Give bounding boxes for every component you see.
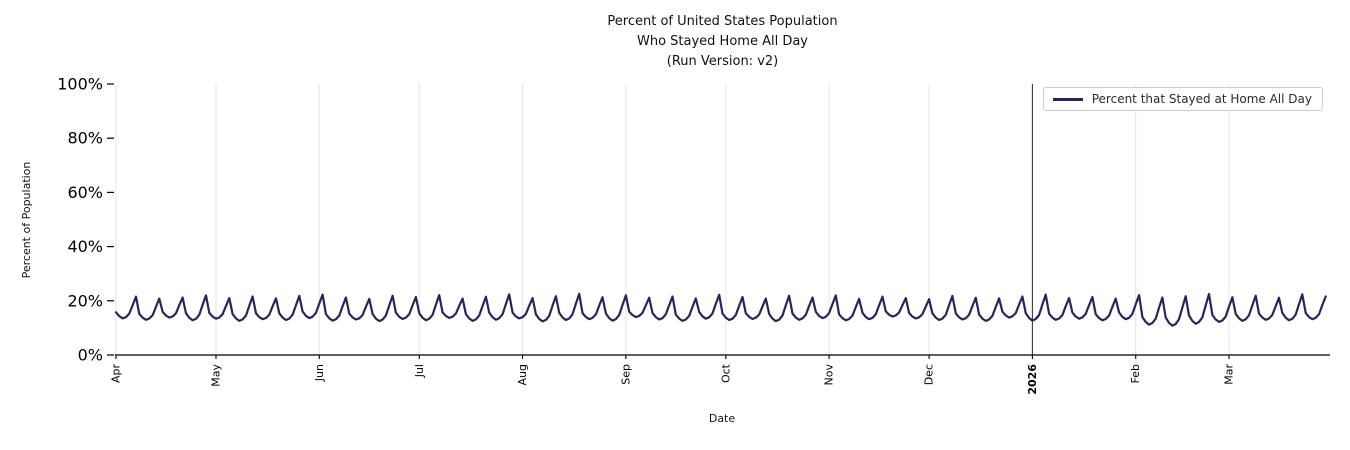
x-tick-label: Aug [516, 364, 529, 385]
chart-title-line3: (Run Version: v2) [666, 54, 779, 70]
chart-title-line2: Who Stayed Home All Day [636, 34, 808, 50]
x-axis-label: Date [709, 412, 736, 425]
y-tick-label: 20% [67, 291, 103, 310]
x-tick-label: Jun [313, 364, 326, 382]
y-tick-label: 100% [57, 75, 103, 94]
y-tick-label: 80% [67, 129, 103, 148]
y-tick-label: 60% [67, 183, 103, 202]
x-tick-label: Apr [110, 364, 123, 384]
series-layer [114, 292, 1327, 327]
chart-title: Percent of United States Population Who … [115, 12, 1330, 72]
y-tick-label: 0% [78, 346, 103, 365]
legend: Percent that Stayed at Home All Day [1042, 87, 1323, 111]
x-tick-label: Sep [619, 364, 632, 385]
x-tick-label: Nov [823, 364, 836, 386]
x-tick-label: 2026 [1026, 364, 1039, 395]
grid-layer [115, 84, 1230, 355]
x-tick-label: May [209, 364, 222, 387]
x-tick-label: Dec [923, 364, 936, 385]
legend-label: Percent that Stayed at Home All Day [1091, 92, 1312, 106]
y-tick-label: 40% [67, 237, 103, 256]
x-tick-label: Feb [1129, 364, 1142, 383]
x-tick-label: Jul [413, 364, 426, 378]
series-line-stayed-home [114, 292, 1327, 327]
x-tick-label: Oct [719, 363, 732, 383]
chart-title-line1: Percent of United States Population [607, 14, 838, 29]
axis-layer: Apr May Jun Jul Aug Sep Oct Nov Dec 2026 Feb Mar 0% 2… [57, 75, 1330, 395]
legend-line-sample [1052, 97, 1083, 101]
y-axis-label: Percent of Population [20, 162, 33, 279]
x-tick-label: Mar [1223, 364, 1236, 385]
